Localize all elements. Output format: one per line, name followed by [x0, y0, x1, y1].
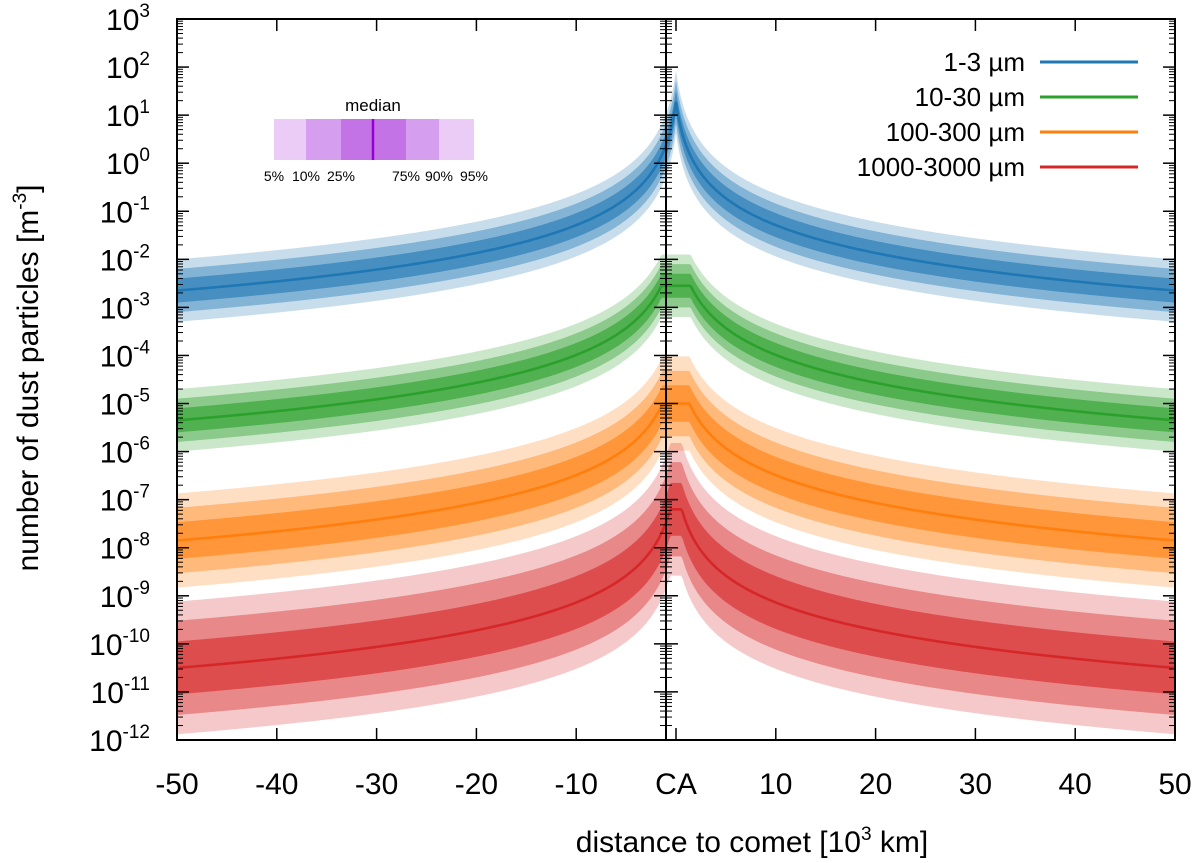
inset-label: 25% [327, 168, 355, 184]
inset-band-1 [306, 119, 341, 160]
inset-label: 75% [392, 168, 420, 184]
x-tick-label: 20 [859, 768, 892, 801]
legend-label: 100-300 µm [886, 117, 1025, 147]
inset-band-0 [274, 119, 306, 160]
x-tick-label: -20 [455, 768, 498, 801]
y-axis-title: number of dust particles [m-3] [10, 184, 45, 571]
inset-band-2 [341, 119, 373, 160]
x-tick-label: 40 [1059, 768, 1092, 801]
y-tick-label: 101 [106, 97, 150, 133]
median-line-0 [176, 101, 1176, 292]
median-lines [176, 101, 1176, 670]
band-3-0 [177, 482, 1175, 695]
x-axis-title: distance to comet [103 km] [576, 824, 928, 859]
y-tick-label: 10-6 [100, 434, 150, 470]
y-tick-label: 103 [106, 1, 150, 37]
inset-band-5 [439, 119, 474, 160]
y-tick-label: 10-11 [91, 674, 150, 710]
inset-label: 5% [264, 168, 284, 184]
x-tick-label: -30 [355, 768, 398, 801]
axis-ticks [176, 18, 1176, 741]
x-tick-label: 10 [759, 768, 792, 801]
legend: 1-3 µm 10-30 µm 100-300 µm 1000-3000 µm [857, 47, 1138, 182]
y-tick-label: 10-4 [100, 337, 151, 373]
x-tick-label: -40 [255, 768, 298, 801]
y-tick-label: 100 [106, 145, 150, 181]
y-tick-label: 10-9 [100, 578, 150, 614]
y-tick-label: 10-1 [100, 193, 150, 229]
y-tick-label: 10-8 [100, 530, 150, 566]
median-line-3 [176, 507, 1176, 670]
legend-label: 1-3 µm [944, 47, 1025, 77]
inset-title: median [345, 96, 401, 115]
inset-band-4 [406, 119, 439, 160]
y-tick-label: 10-7 [100, 482, 150, 518]
inset-band-3 [373, 119, 406, 160]
band-2-0 [177, 385, 1175, 559]
x-tick-label: -10 [555, 768, 598, 801]
y-tick-label: 10-5 [100, 386, 150, 422]
y-tick-label: 10-2 [100, 241, 150, 277]
percentile-bands [177, 70, 1175, 735]
y-tick-label: 10-10 [89, 626, 150, 662]
legend-label: 1000-3000 µm [857, 152, 1025, 182]
x-tick-label: 30 [959, 768, 992, 801]
x-tick-label: 50 [1158, 768, 1191, 801]
inset-label: 95% [460, 168, 488, 184]
inset-label: 90% [425, 168, 453, 184]
inset-label: 10% [292, 168, 320, 184]
x-tick-labels: -50 -40 -30 -20 -10 CA 10 20 30 40 50 [155, 768, 1191, 801]
x-tick-label: -50 [155, 768, 198, 801]
x-tick-label: CA [655, 768, 697, 801]
legend-label: 10-30 µm [915, 82, 1025, 112]
y-tick-labels: 103 102 101 100 10-1 10-2 10-3 10-4 10-5 10-6 10-7… [89, 1, 150, 758]
y-tick-label: 10-3 [100, 289, 150, 325]
median-line-1 [176, 284, 1176, 422]
y-tick-label: 102 [106, 49, 150, 85]
y-tick-label: 10-12 [89, 722, 150, 758]
percentile-inset: median 5% 10% 25% 75% 90% 95% [264, 96, 488, 184]
